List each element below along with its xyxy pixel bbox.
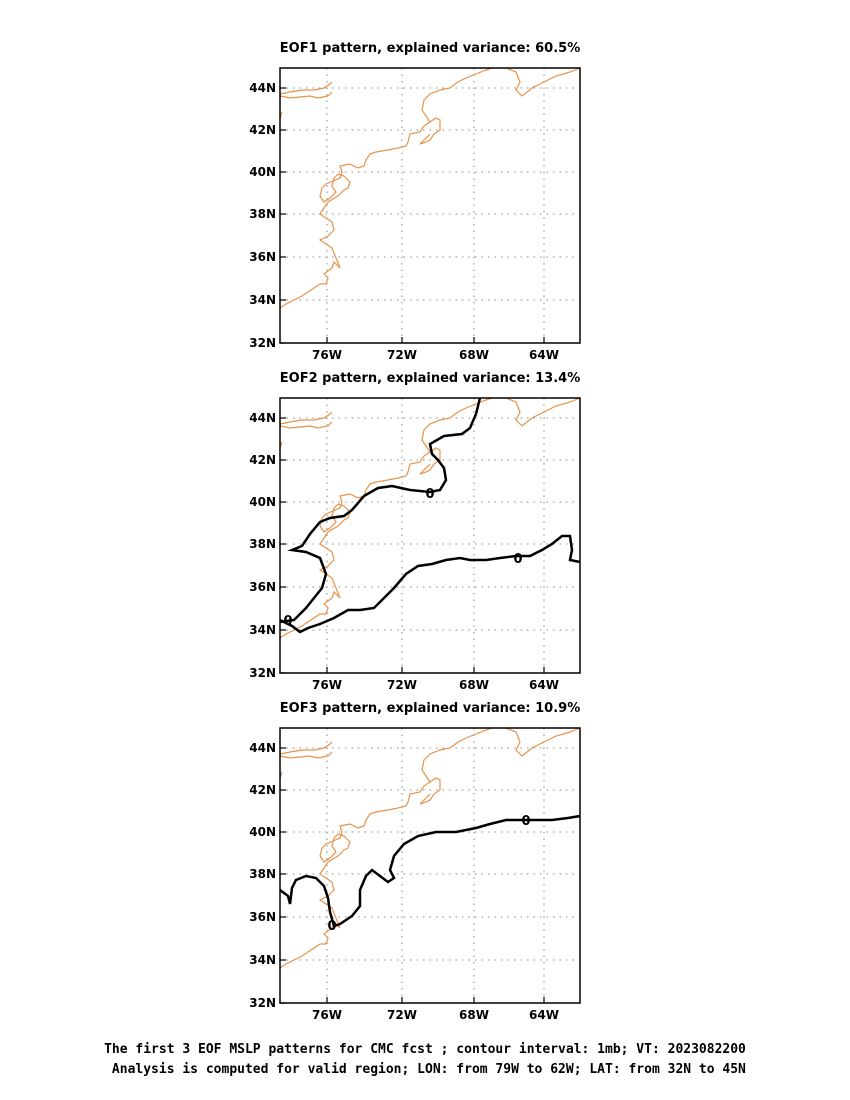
zero-contour: [279, 814, 581, 928]
lon-tick-label: 64W: [529, 678, 559, 692]
lon-tick-label: 68W: [459, 678, 489, 692]
lat-tick-label: 36N: [249, 580, 276, 594]
panel-eof2: EOF2 pattern, explained variance: 13.4% …: [249, 371, 581, 692]
lon-tick-label: 76W: [312, 1008, 342, 1022]
lon-tick-label: 72W: [387, 1008, 417, 1022]
lat-tick-label: 32N: [249, 666, 276, 680]
eof-figure: EOF1 pattern, explained variance: 60.5% …: [249, 41, 581, 1022]
lat-tick-label: 34N: [249, 953, 276, 967]
contour-lines: [279, 397, 581, 634]
coastline: [279, 727, 581, 969]
lon-tick-label: 76W: [312, 678, 342, 692]
grid-lines: [280, 398, 580, 673]
contour-lines: [279, 814, 581, 928]
contour-label-zero: 0: [521, 814, 530, 829]
lat-tick-label: 42N: [249, 783, 276, 797]
coastline-segment: [505, 727, 581, 757]
contour-label-zero: 0: [327, 919, 336, 934]
lat-tick-label: 34N: [249, 623, 276, 637]
coastline-segment: [279, 751, 333, 759]
panel-eof1: EOF1 pattern, explained variance: 60.5% …: [249, 41, 581, 362]
lat-tick-label: 38N: [249, 867, 276, 881]
lon-tick-label: 68W: [459, 348, 489, 362]
coastline-segment: [421, 67, 493, 123]
coastline-segment: [279, 447, 441, 639]
coastline: [279, 397, 581, 639]
panel-title: EOF1 pattern, explained variance: 60.5%: [280, 41, 580, 56]
lon-tick-label: 72W: [387, 678, 417, 692]
lon-tick-label: 72W: [387, 348, 417, 362]
coastline-segment: [421, 727, 493, 783]
contour-label-zero: 0: [283, 614, 292, 629]
coastline-segment: [279, 411, 333, 425]
lat-tick-label: 36N: [249, 910, 276, 924]
grid-lines: [280, 728, 580, 1003]
zero-contour-north: [279, 397, 482, 624]
coastline-segment: [279, 777, 441, 969]
contour-label-zero: 0: [425, 487, 434, 502]
coastline-segment: [279, 91, 333, 99]
map-frame: [279, 397, 581, 674]
lat-tick-label: 38N: [249, 207, 276, 221]
lat-tick-label: 42N: [249, 123, 276, 137]
coastline-segment: [279, 741, 333, 755]
panel-title: EOF3 pattern, explained variance: 10.9%: [280, 701, 580, 716]
coastline-segment: [279, 117, 441, 309]
lat-axis: 44N 42N 40N 38N 36N 34N 32N: [249, 411, 286, 680]
figure-caption-line-2: Analysis is computed for valid region; L…: [104, 1062, 746, 1077]
lon-axis: 76W 72W 68W 64W: [312, 667, 559, 692]
map-frame: [279, 67, 581, 344]
lat-tick-label: 42N: [249, 453, 276, 467]
coastline-segment: [279, 81, 333, 95]
contour-labels: 0 0 0: [283, 487, 522, 629]
grid-lines: [280, 68, 580, 343]
lat-tick-label: 36N: [249, 250, 276, 264]
lat-axis: 44N 42N 40N 38N 36N 34N 32N: [249, 741, 286, 1010]
lat-tick-label: 34N: [249, 293, 276, 307]
lat-tick-label: 44N: [249, 411, 276, 425]
coastline: [279, 67, 581, 309]
lat-tick-label: 44N: [249, 81, 276, 95]
lat-tick-label: 32N: [249, 336, 276, 350]
lat-tick-label: 40N: [249, 825, 276, 839]
lat-axis: 44N 42N 40N 38N 36N 34N 32N: [249, 81, 286, 350]
lon-axis: 76W 72W 68W 64W: [312, 997, 559, 1022]
contour-label-zero: 0: [513, 552, 522, 567]
coastline-segment: [505, 397, 581, 427]
map-frame: [279, 727, 581, 1004]
lat-tick-label: 40N: [249, 165, 276, 179]
coastline-segment: [505, 67, 581, 97]
lat-tick-label: 44N: [249, 741, 276, 755]
lat-tick-label: 32N: [249, 996, 276, 1010]
lon-tick-label: 64W: [529, 348, 559, 362]
figure-caption-line-1: The first 3 EOF MSLP patterns for CMC fc…: [104, 1042, 746, 1057]
lat-tick-label: 38N: [249, 537, 276, 551]
panel-title: EOF2 pattern, explained variance: 13.4%: [280, 371, 580, 386]
coastline-segment: [279, 421, 333, 429]
lon-tick-label: 68W: [459, 1008, 489, 1022]
contour-labels: 0 0: [327, 814, 530, 934]
lon-axis: 76W 72W 68W 64W: [312, 337, 559, 362]
lon-tick-label: 76W: [312, 348, 342, 362]
panel-eof3: EOF3 pattern, explained variance: 10.9% …: [249, 701, 581, 1022]
lon-tick-label: 64W: [529, 1008, 559, 1022]
zero-contour-south: [279, 534, 581, 634]
lat-tick-label: 40N: [249, 495, 276, 509]
